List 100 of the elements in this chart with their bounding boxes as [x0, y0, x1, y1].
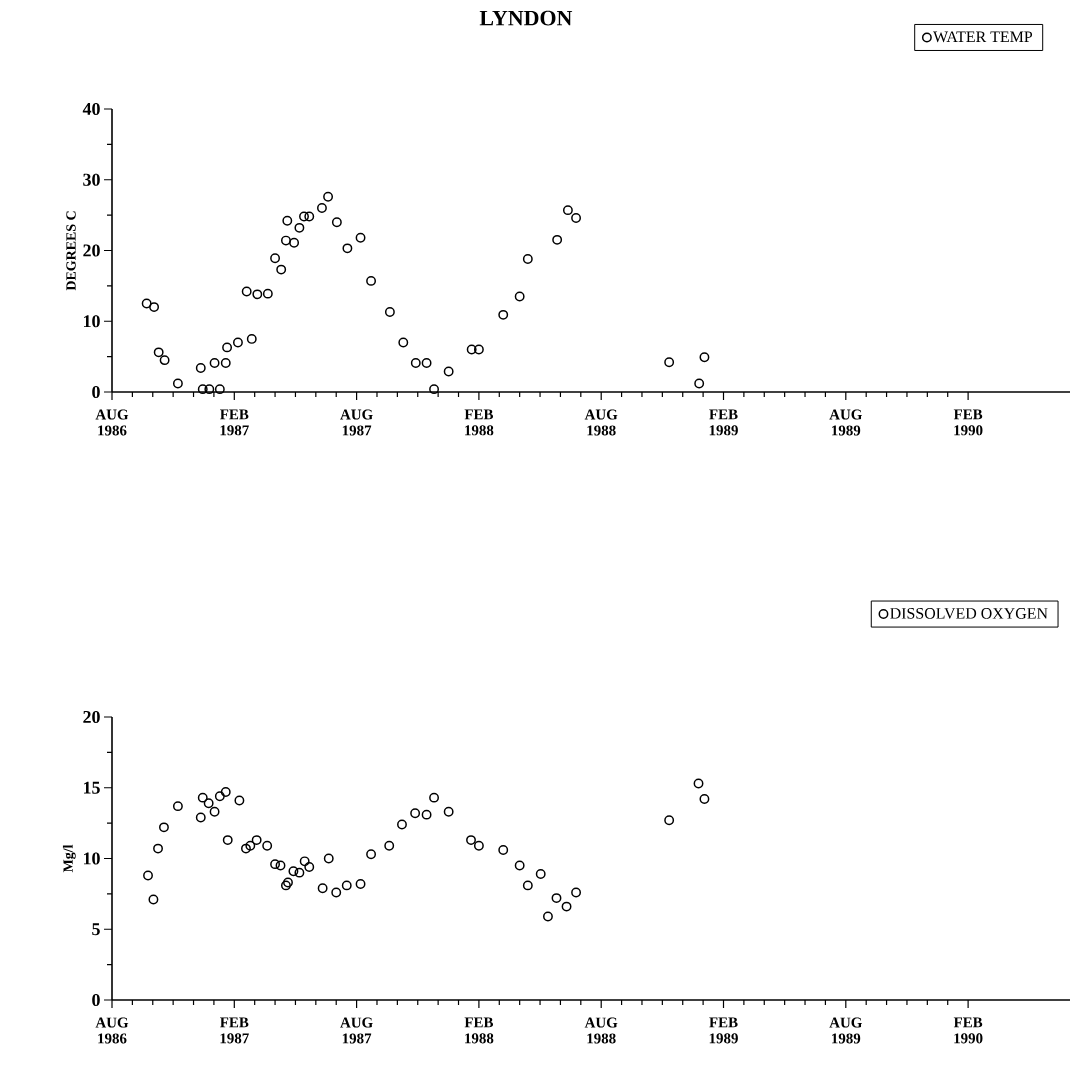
point: [562, 205, 573, 216]
point: [299, 211, 309, 222]
point: [699, 794, 710, 805]
legend-label: WATER TEMP: [933, 31, 1033, 43]
y-tick-label: 20: [83, 244, 100, 257]
point: [214, 791, 225, 802]
point: [222, 342, 233, 353]
point: [323, 853, 334, 864]
point: [429, 792, 440, 803]
y-tick-label: 0: [92, 993, 100, 1007]
point: [421, 358, 432, 368]
point: [289, 237, 300, 248]
x-tick-label: AUG 1989: [829, 409, 862, 436]
point: [245, 840, 256, 851]
y-tick-label: 10: [84, 852, 100, 865]
point: [141, 298, 152, 309]
point: [355, 232, 366, 243]
y-tick-label: 20: [83, 710, 100, 724]
point: [498, 309, 509, 320]
point: [429, 384, 440, 395]
point: [195, 362, 206, 373]
point: [694, 378, 705, 389]
point: [246, 333, 257, 344]
y-axis-title: DEGREES C: [66, 211, 76, 291]
point: [270, 253, 281, 264]
x-tick-label: AUG 1987: [340, 1017, 373, 1044]
point: [203, 798, 214, 809]
x-tick-label: AUG 1987: [340, 409, 373, 436]
point: [341, 880, 352, 891]
point: [241, 843, 251, 854]
y-tick-label: 10: [84, 315, 100, 328]
point: [270, 859, 281, 870]
point: [276, 264, 287, 275]
x-tick-label: FEB 1990: [953, 1017, 983, 1044]
point: [342, 243, 353, 254]
point: [251, 835, 262, 846]
point: [317, 883, 328, 894]
point: [366, 849, 377, 860]
y-tick-label: 15: [84, 781, 100, 794]
point: [234, 795, 245, 806]
point: [355, 879, 366, 889]
point: [535, 869, 546, 880]
point: [384, 307, 395, 317]
point: [172, 801, 183, 812]
point: [466, 344, 477, 355]
x-tick-label: FEB 1990: [953, 409, 983, 436]
point: [331, 887, 342, 898]
point: [149, 302, 160, 313]
point: [159, 822, 169, 833]
point: [195, 812, 206, 823]
point: [262, 840, 273, 851]
point: [220, 358, 231, 368]
y-tick-label: 5: [92, 923, 100, 936]
point: [522, 880, 533, 891]
point: [473, 344, 484, 355]
point: [421, 809, 432, 820]
point: [410, 808, 421, 819]
point: [514, 860, 525, 871]
y-tick-label: 30: [83, 173, 100, 186]
point: [288, 866, 299, 877]
point: [397, 819, 407, 830]
x-tick-label: FEB 1989: [709, 409, 738, 436]
legend-label: DISSOLVED OXYGEN: [890, 608, 1048, 619]
point: [561, 901, 572, 912]
point: [197, 792, 208, 803]
point: [398, 337, 409, 348]
point: [571, 887, 582, 898]
x-tick-label: FEB 1989: [709, 1017, 738, 1044]
point: [443, 806, 454, 817]
x-tick-label: AUG 1988: [584, 1017, 618, 1044]
point: [443, 366, 454, 377]
point: [214, 384, 225, 395]
point: [252, 289, 263, 300]
point: [699, 352, 710, 363]
point: [543, 911, 553, 922]
point: [331, 217, 342, 228]
point: [275, 860, 286, 871]
point: [473, 840, 484, 851]
point: [498, 845, 509, 855]
point: [282, 215, 293, 226]
point: [222, 835, 233, 846]
point: [262, 288, 273, 299]
point: [280, 235, 291, 246]
point: [304, 862, 315, 872]
point: [664, 815, 675, 826]
y-tick-label: 0: [92, 385, 100, 399]
chart-title: LYNDON: [479, 10, 573, 26]
point: [241, 286, 252, 297]
point: [159, 355, 170, 366]
point: [143, 870, 153, 881]
x-tick-label: FEB 1987: [220, 1017, 249, 1044]
y-tick-label: 40: [82, 102, 100, 116]
x-tick-label: AUG 1988: [584, 409, 618, 436]
point: [366, 275, 377, 286]
point: [317, 203, 327, 213]
point: [410, 358, 421, 368]
point: [172, 378, 183, 389]
point: [153, 347, 164, 358]
x-tick-label: FEB 1987: [220, 409, 249, 436]
point: [304, 211, 315, 222]
